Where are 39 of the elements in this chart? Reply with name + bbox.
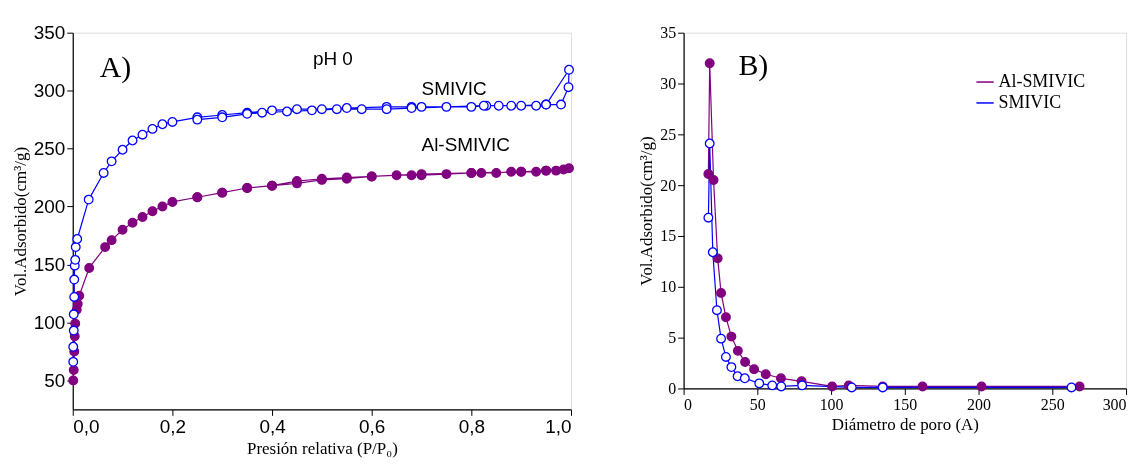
y-tick-label: 50 xyxy=(44,369,66,391)
annotation: Al-SMIVIC xyxy=(421,134,510,156)
y-tick-label: 15 xyxy=(660,227,677,245)
y-tick-label: 350 xyxy=(33,22,66,44)
y-tick-label: 300 xyxy=(33,80,66,102)
y-tick-label: 20 xyxy=(660,176,677,194)
x-tick-label: 0,2 xyxy=(159,415,187,437)
x-tick-label: 0,0 xyxy=(73,415,100,437)
legend-label: SMIVIC xyxy=(998,91,1062,112)
y-tick-label: 5 xyxy=(668,329,677,347)
y-tick-label: 150 xyxy=(33,253,66,275)
y-tick-label: 100 xyxy=(33,311,66,333)
y-axis-title: Vol.Adsorbido(cm³/g) xyxy=(10,146,30,297)
x-tick-label: 0,4 xyxy=(259,415,286,437)
y-tick-label: 200 xyxy=(33,196,66,218)
x-tick-label: 0 xyxy=(684,395,693,413)
annotation: B) xyxy=(738,47,769,82)
y-tick-label: 10 xyxy=(660,278,677,296)
y-tick-label: 0 xyxy=(668,379,677,397)
annotation: A) xyxy=(99,49,132,84)
x-tick-label: 300 xyxy=(1102,395,1127,413)
legend-label: Al-SMIVIC xyxy=(998,71,1086,92)
x-tick-label: 1,0 xyxy=(545,415,572,437)
x-axis-title: Diámetro de poro (A) xyxy=(831,414,979,434)
y-tick-label: 25 xyxy=(660,125,677,143)
x-tick-label: 150 xyxy=(893,395,918,413)
x-tick-label: 50 xyxy=(749,395,766,413)
y-axis-title: Vol.Adsorbido(cm³/g) xyxy=(637,136,657,286)
x-tick-label: 200 xyxy=(967,395,992,413)
x-axis-title: Presión relativa (P/P₀) xyxy=(246,438,398,458)
x-tick-label: 0,8 xyxy=(458,415,485,437)
annotation: pH 0 xyxy=(312,47,353,69)
x-tick-label: 100 xyxy=(819,395,844,413)
annotation: SMIVIC xyxy=(421,78,487,100)
x-tick-label: 0,6 xyxy=(359,415,386,437)
y-tick-label: 30 xyxy=(660,75,677,92)
y-tick-label: 35 xyxy=(660,24,677,42)
y-tick-label: 250 xyxy=(33,138,66,160)
x-tick-label: 250 xyxy=(1040,395,1065,413)
